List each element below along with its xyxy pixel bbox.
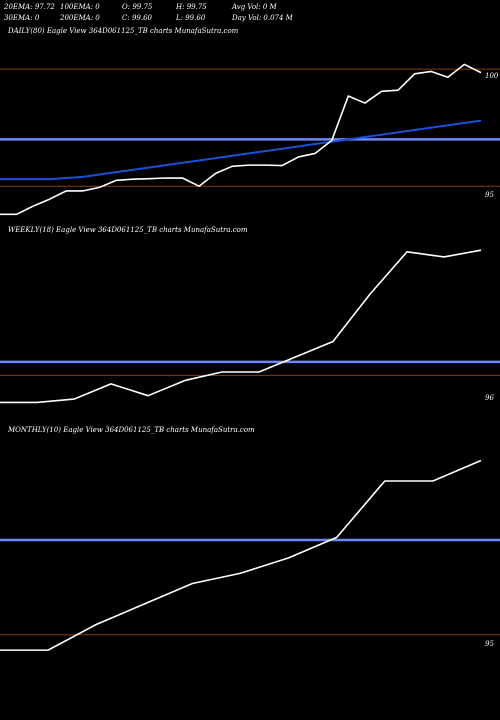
open-stat: O: 99.75 (122, 3, 153, 11)
daily-chart-panel: DAILY(80) Eagle View 364D061125_TB chart… (0, 27, 500, 220)
ema30-stat: 30EMA: 0 (4, 14, 40, 22)
weekly-chart-panel: WEEKLY(18) Eagle View 364D061125_TB char… (0, 226, 500, 420)
close-stat: C: 99.60 (122, 14, 152, 22)
high-stat: H: 99.75 (176, 3, 207, 11)
monthly-chart-title: MONTHLY(10) Eagle View 364D061125_TB cha… (8, 426, 255, 434)
weekly-chart: 96 (0, 249, 500, 404)
daily-ema-line (0, 119, 482, 181)
monthly-ytick-label-0: 95 (485, 640, 494, 648)
avg-vol-stat: Avg Vol: 0 M (232, 3, 277, 11)
day-vol-stat: Day Vol: 0.074 M (232, 14, 293, 22)
daily-price-line (0, 63, 482, 216)
weekly-ytick-label-0: 96 (485, 394, 494, 402)
daily-ytick-label-1: 95 (485, 191, 494, 199)
daily-chart: 100 95 (0, 63, 500, 216)
monthly-price-line (0, 459, 482, 651)
monthly-chart-panel: MONTHLY(10) Eagle View 364D061125_TB cha… (0, 426, 500, 720)
weekly-price-line (0, 249, 482, 404)
ema100-stat: 100EMA: 0 (60, 3, 100, 11)
low-stat: L: 99.60 (176, 14, 206, 22)
ema200-stat: 200EMA: 0 (60, 14, 100, 22)
monthly-chart: 95 (0, 459, 500, 651)
ema20-stat: 20EMA: 97.72 (4, 3, 55, 11)
daily-ytick-label-0: 100 (485, 72, 499, 80)
daily-chart-title: DAILY(80) Eagle View 364D061125_TB chart… (8, 27, 239, 35)
weekly-chart-title: WEEKLY(18) Eagle View 364D061125_TB char… (8, 226, 248, 234)
